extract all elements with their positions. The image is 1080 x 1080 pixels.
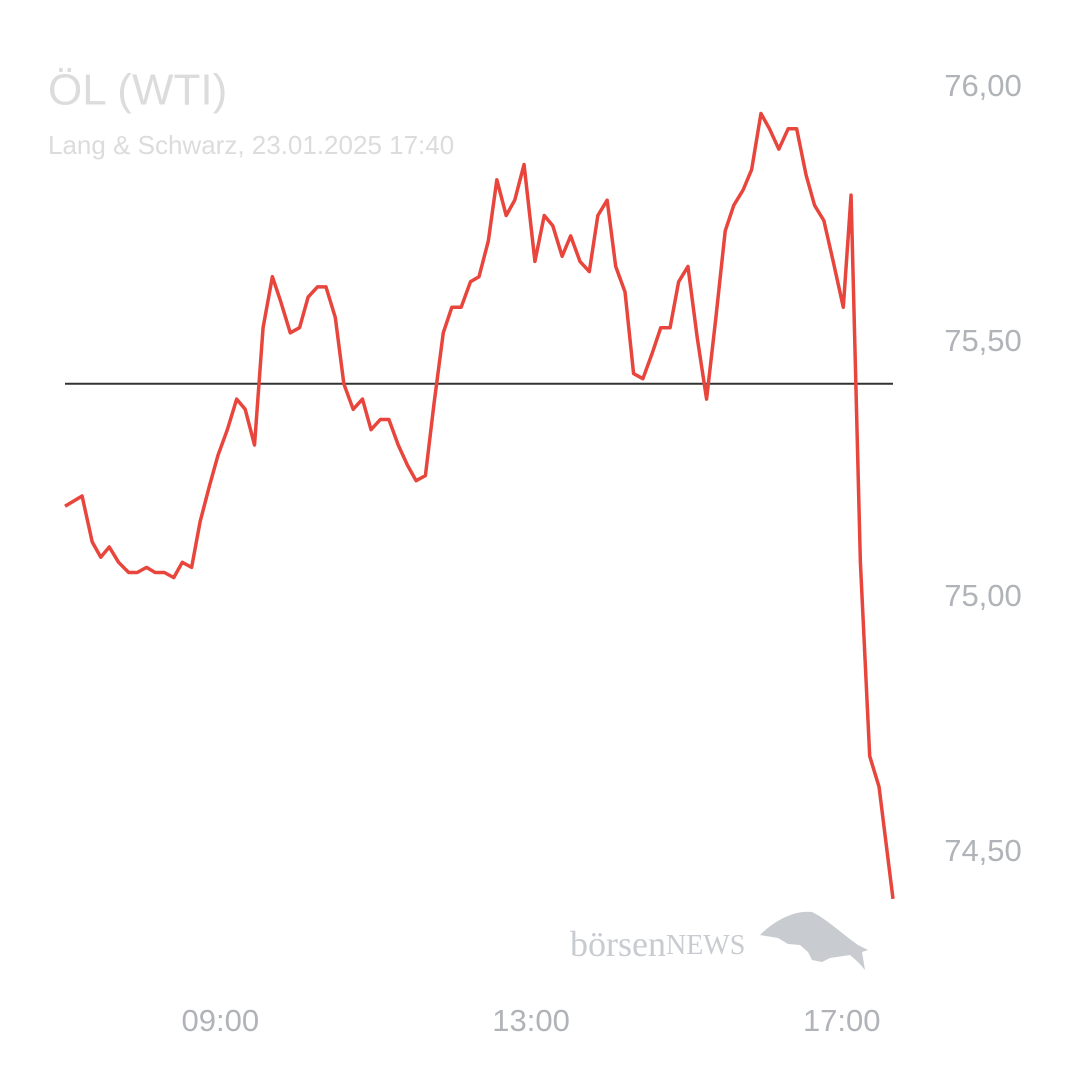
- x-tick-label: 17:00: [803, 1003, 881, 1038]
- x-tick-label: 13:00: [492, 1003, 570, 1038]
- x-tick-label: 09:00: [182, 1003, 260, 1038]
- watermark: börsenNEWS: [570, 924, 745, 964]
- y-tick-label: 74,50: [944, 833, 1022, 868]
- y-tick-label: 75,50: [944, 323, 1022, 358]
- y-tick-label: 75,00: [944, 578, 1022, 613]
- watermark-b: NEWS: [666, 930, 745, 961]
- chart-subtitle: Lang & Schwarz, 23.01.2025 17:40: [48, 130, 454, 160]
- y-tick-label: 76,00: [944, 68, 1022, 103]
- watermark-a: börsen: [570, 924, 666, 964]
- price-line: [64, 111, 895, 900]
- bull-logo: [760, 911, 868, 970]
- chart-title: ÖL (WTI): [48, 66, 227, 115]
